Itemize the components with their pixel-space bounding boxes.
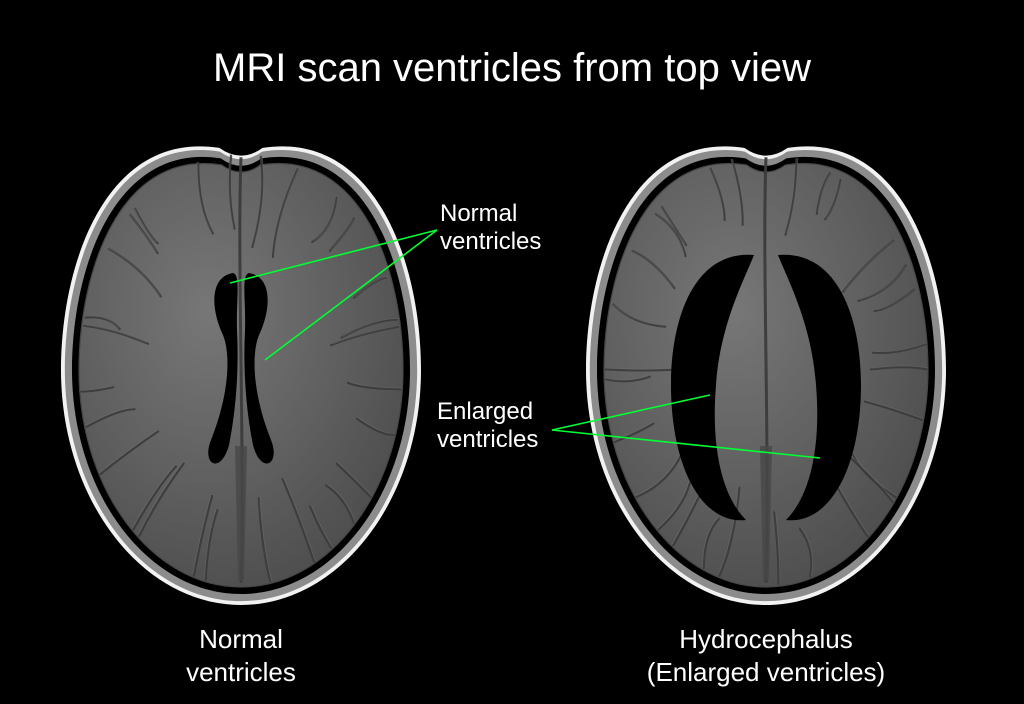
normal-ventricles <box>208 273 273 464</box>
annotation-normal-ventricles: Normal ventricles <box>440 200 541 255</box>
brain-right <box>586 146 946 605</box>
diagram-title: MRI scan ventricles from top view <box>0 46 1024 91</box>
diagram-svg <box>0 0 1024 704</box>
brain-left <box>61 146 421 605</box>
caption-right: Hydrocephalus (Enlarged ventricles) <box>566 623 966 688</box>
enlarged-ventricles <box>671 255 861 521</box>
annotation-enlarged-ventricles: Enlarged ventricles <box>437 398 538 453</box>
caption-left: Normal ventricles <box>41 623 441 688</box>
diagram-stage: MRI scan ventricles from top view Normal… <box>0 0 1024 704</box>
